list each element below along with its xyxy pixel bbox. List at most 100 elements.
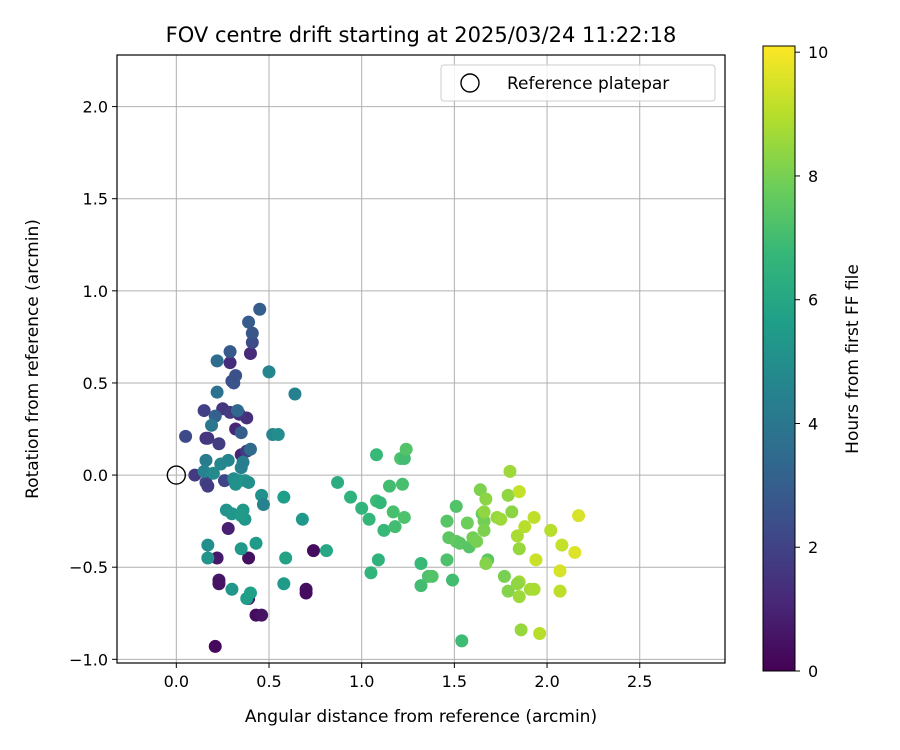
data-point	[501, 584, 515, 598]
data-point	[319, 544, 333, 558]
data-point	[242, 475, 256, 489]
colorbar-tick-label: 0	[808, 662, 818, 681]
colorbar-tick-label: 8	[808, 167, 818, 186]
x-tick-label: 2.0	[534, 672, 559, 691]
data-point	[212, 577, 226, 591]
data-point	[212, 437, 226, 451]
data-point	[425, 569, 439, 583]
data-point	[572, 509, 586, 523]
data-point	[262, 365, 276, 379]
data-point	[371, 553, 385, 567]
data-point	[344, 490, 358, 504]
data-point	[277, 577, 291, 591]
data-point	[377, 523, 391, 537]
data-point	[518, 520, 532, 534]
y-tick-label: 0.5	[83, 374, 108, 393]
y-tick-label: −0.5	[69, 558, 108, 577]
data-point	[230, 404, 244, 418]
data-point	[197, 404, 211, 418]
x-tick-label: 2.5	[627, 672, 652, 691]
data-point	[399, 442, 413, 456]
y-tick-label: 1.5	[83, 190, 108, 209]
x-tick-label: 1.5	[442, 672, 467, 691]
data-point	[370, 448, 384, 462]
data-point	[497, 569, 511, 583]
data-point	[201, 551, 215, 565]
data-point	[568, 545, 582, 559]
data-point	[505, 505, 519, 519]
data-point	[242, 315, 256, 329]
data-point	[277, 490, 291, 504]
y-tick-label: 2.0	[83, 98, 108, 117]
data-point	[512, 590, 526, 604]
data-point	[440, 514, 454, 528]
data-point	[449, 499, 463, 513]
data-point	[279, 551, 293, 565]
legend: Reference platepar	[440, 64, 716, 102]
data-point	[386, 505, 400, 519]
data-point	[210, 385, 224, 399]
data-point	[243, 442, 257, 456]
colorbar-tick-label: 2	[808, 538, 818, 557]
data-point	[255, 608, 269, 622]
data-point	[210, 354, 224, 368]
data-point	[299, 586, 313, 600]
data-point	[295, 512, 309, 526]
data-point	[210, 551, 224, 565]
gridlines	[117, 55, 725, 663]
colorbar: 0 2 4 6 8 10 Hours from first FF file	[762, 43, 863, 681]
colorbar-frame	[762, 45, 796, 672]
data-point	[236, 455, 250, 469]
data-point	[242, 551, 256, 565]
x-axis-label: Angular distance from reference (arcmin)	[245, 707, 597, 727]
data-point	[364, 566, 378, 580]
legend-marker-reference-platepar	[460, 73, 480, 93]
data-point	[414, 557, 428, 571]
data-point	[201, 479, 215, 493]
data-point	[288, 387, 302, 401]
data-point	[533, 627, 547, 641]
y-axis-ticks: −1.0 −0.5 0.0 0.5 1.0 1.5 2.0	[69, 98, 117, 669]
data-point	[553, 564, 567, 578]
data-point	[362, 512, 376, 526]
data-point	[249, 536, 263, 550]
data-point	[243, 586, 257, 600]
data-points	[166, 302, 586, 653]
data-point	[234, 509, 248, 523]
data-point	[355, 501, 369, 515]
plot-frame	[116, 54, 726, 664]
data-point	[544, 523, 558, 537]
y-tick-label: 1.0	[83, 282, 108, 301]
data-point	[512, 542, 526, 556]
x-axis-ticks: 0.0 0.5 1.0 1.5 2.0 2.5	[164, 663, 652, 691]
colorbar-gradient	[763, 46, 795, 671]
x-tick-label: 0.0	[164, 672, 189, 691]
data-point	[234, 426, 248, 440]
data-point	[201, 538, 215, 552]
data-point	[199, 453, 213, 467]
y-tick-label: 0.0	[83, 466, 108, 485]
data-point	[388, 520, 402, 534]
data-point	[221, 522, 235, 536]
data-point	[208, 639, 222, 653]
data-point	[271, 428, 285, 442]
data-point	[440, 553, 454, 567]
data-point	[510, 577, 524, 591]
data-point	[510, 529, 524, 543]
data-point	[514, 623, 528, 637]
data-point	[494, 512, 508, 526]
data-point	[225, 582, 239, 596]
data-point	[245, 326, 259, 340]
data-point	[214, 457, 228, 471]
data-point	[479, 492, 493, 506]
data-point	[503, 464, 517, 478]
data-point	[395, 477, 409, 491]
data-point	[382, 479, 396, 493]
colorbar-tick-label: 4	[808, 414, 818, 433]
x-tick-label: 0.5	[256, 672, 281, 691]
legend-box	[440, 64, 716, 102]
data-point	[555, 538, 569, 552]
data-point	[306, 544, 320, 558]
data-point	[179, 429, 193, 443]
